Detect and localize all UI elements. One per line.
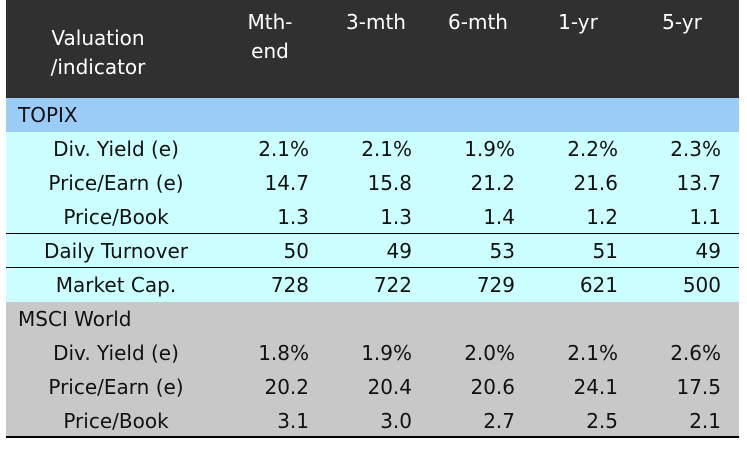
- header-col-5-yr: 5-yr: [634, 8, 730, 37]
- row-label: Div. Yield (e): [53, 137, 179, 161]
- section-title: MSCI World: [18, 307, 132, 331]
- value-cell-6-mth: 21.2: [470, 171, 515, 195]
- value-cell-5-yr: 49: [695, 239, 721, 263]
- value-cell-1-yr: 2.5: [586, 409, 618, 433]
- table-row-topix-daily-turnover: Daily Turnover 50 49 53 51 49: [6, 234, 739, 268]
- row-label: Price/Book: [63, 205, 169, 229]
- header-label-line2: /indicator: [50, 55, 146, 79]
- table-row-topix-price-earn-e: Price/Earn (e) 14.7 15.8 21.2 21.6 13.7: [6, 166, 739, 200]
- value-cell-6-mth: 1.4: [483, 205, 515, 229]
- header-col-line1: 1-yr: [558, 10, 598, 34]
- header-col-line1: Mth-: [247, 10, 293, 34]
- row-label: Div. Yield (e): [53, 341, 179, 365]
- header-col-line1: 6-mth: [448, 10, 508, 34]
- value-cell-3-mth: 722: [373, 273, 412, 297]
- section-header-msci-world: MSCI World: [6, 302, 739, 336]
- section-title: TOPIX: [18, 103, 78, 127]
- value-cell-5-yr: 2.6%: [670, 341, 721, 365]
- value-cell-5-yr: 17.5: [676, 375, 721, 399]
- table-row-topix-div-yield-e: Div. Yield (e) 2.1% 2.1% 1.9% 2.2% 2.3%: [6, 132, 739, 166]
- value-cell-5-yr: 1.1: [689, 205, 721, 229]
- value-cell-3-mth: 1.3: [380, 205, 412, 229]
- header-col-line1: 3-mth: [346, 10, 406, 34]
- header-col-1-yr: 1-yr: [530, 8, 626, 37]
- value-cell-6-mth: 2.7: [483, 409, 515, 433]
- header-label: Valuation /indicator: [18, 24, 178, 82]
- value-cell-6-mth: 20.6: [470, 375, 515, 399]
- value-cell-1-yr: 21.6: [573, 171, 618, 195]
- value-cell-mth-end: 2.1%: [258, 137, 309, 161]
- value-cell-6-mth: 53: [489, 239, 515, 263]
- value-cell-mth-end: 20.2: [264, 375, 309, 399]
- value-cell-5-yr: 2.3%: [670, 137, 721, 161]
- table-row-msci-world-price-book: Price/Book 3.1 3.0 2.7 2.5 2.1: [6, 404, 739, 438]
- value-cell-3-mth: 20.4: [367, 375, 412, 399]
- value-cell-mth-end: 14.7: [264, 171, 309, 195]
- valuation-table: Valuation /indicator Mth- end 3-mth 6-mt…: [6, 0, 739, 440]
- header-col-line2: end: [251, 39, 289, 63]
- table-row-topix-market-cap: Market Cap. 728 722 729 621 500: [6, 268, 739, 302]
- value-cell-mth-end: 3.1: [277, 409, 309, 433]
- table-row-msci-world-div-yield-e: Div. Yield (e) 1.8% 1.9% 2.0% 2.1% 2.6%: [6, 336, 739, 370]
- row-label: Price/Book: [63, 409, 169, 433]
- row-label: Daily Turnover: [44, 239, 188, 263]
- row-label: Price/Earn (e): [48, 375, 184, 399]
- header-label-line1: Valuation: [51, 26, 145, 50]
- value-cell-mth-end: 1.3: [277, 205, 309, 229]
- value-cell-1-yr: 24.1: [573, 375, 618, 399]
- value-cell-1-yr: 621: [579, 273, 618, 297]
- table-row-msci-world-price-earn-e: Price/Earn (e) 20.2 20.4 20.6 24.1 17.5: [6, 370, 739, 404]
- value-cell-5-yr: 13.7: [676, 171, 721, 195]
- value-cell-3-mth: 3.0: [380, 409, 412, 433]
- value-cell-6-mth: 1.9%: [464, 137, 515, 161]
- value-cell-1-yr: 1.2: [586, 205, 618, 229]
- value-cell-1-yr: 2.1%: [567, 341, 618, 365]
- table-bottom-border: [6, 436, 739, 438]
- header-col-line1: 5-yr: [662, 10, 702, 34]
- row-label: Price/Earn (e): [48, 171, 184, 195]
- value-cell-3-mth: 15.8: [367, 171, 412, 195]
- value-cell-3-mth: 2.1%: [361, 137, 412, 161]
- value-cell-6-mth: 729: [476, 273, 515, 297]
- value-cell-5-yr: 500: [682, 273, 721, 297]
- section-header-topix: TOPIX: [6, 98, 739, 132]
- value-cell-5-yr: 2.1: [689, 409, 721, 433]
- header-col-6-mth: 6-mth: [430, 8, 526, 37]
- value-cell-6-mth: 2.0%: [464, 341, 515, 365]
- value-cell-mth-end: 50: [283, 239, 309, 263]
- value-cell-mth-end: 1.8%: [258, 341, 309, 365]
- value-cell-3-mth: 49: [386, 239, 412, 263]
- value-cell-1-yr: 2.2%: [567, 137, 618, 161]
- row-label: Market Cap.: [55, 273, 177, 297]
- value-cell-mth-end: 728: [270, 273, 309, 297]
- table-row-topix-price-book: Price/Book 1.3 1.3 1.4 1.2 1.1: [6, 200, 739, 234]
- header-col-mth-end: Mth- end: [232, 8, 308, 66]
- value-cell-1-yr: 51: [592, 239, 618, 263]
- header-col-3-mth: 3-mth: [328, 8, 424, 37]
- table-header: Valuation /indicator Mth- end 3-mth 6-mt…: [6, 0, 739, 98]
- value-cell-3-mth: 1.9%: [361, 341, 412, 365]
